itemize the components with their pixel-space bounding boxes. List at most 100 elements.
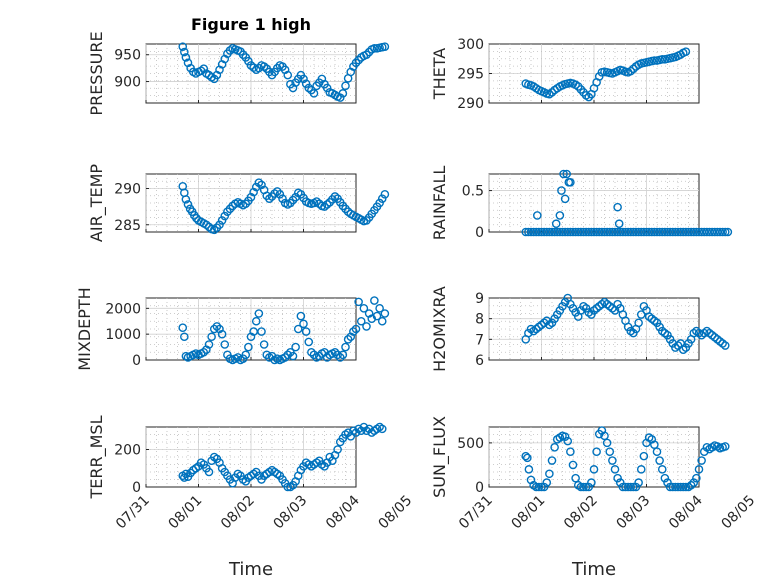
data-point bbox=[351, 58, 361, 68]
data-point bbox=[589, 465, 599, 474]
data-point bbox=[689, 478, 699, 487]
data-point bbox=[246, 61, 256, 70]
data-point bbox=[181, 53, 191, 62]
y-tick-label: 290 bbox=[114, 182, 141, 198]
subplot-3: 285 290 AIR_TEMP bbox=[87, 164, 390, 242]
data-point bbox=[718, 227, 727, 237]
data-point bbox=[592, 447, 601, 457]
data-point bbox=[613, 473, 622, 483]
x-tick-label: 08/03 bbox=[613, 493, 653, 533]
data-point bbox=[322, 200, 332, 209]
data-point bbox=[534, 482, 544, 492]
data-point bbox=[215, 220, 224, 230]
data-point bbox=[657, 465, 667, 474]
figure-title: Figure 1 high bbox=[191, 15, 311, 34]
data-point bbox=[338, 350, 348, 360]
data-point bbox=[257, 180, 266, 190]
y-tick-label: 300 bbox=[457, 37, 484, 53]
subplot-7: 0 200 TERR_MSL 07/31 08/01 08/02 08/03 08/04 08/… bbox=[87, 415, 415, 532]
data-point bbox=[563, 436, 573, 446]
y-tick-label: 8 bbox=[475, 312, 484, 328]
data-point bbox=[555, 211, 565, 220]
data-point bbox=[272, 63, 282, 73]
data-point bbox=[377, 194, 387, 203]
data-point bbox=[636, 465, 646, 474]
data-point bbox=[204, 340, 214, 349]
y-axis-label: AIR_TEMP bbox=[87, 164, 107, 242]
data-point bbox=[380, 42, 390, 51]
data-point bbox=[241, 350, 251, 360]
subplot-1: 900 950 PRESSURE bbox=[87, 31, 390, 116]
data-point bbox=[181, 195, 191, 204]
data-point bbox=[720, 227, 730, 237]
data-point bbox=[322, 83, 332, 93]
data-point bbox=[660, 473, 670, 483]
data-point bbox=[283, 70, 293, 80]
data-point bbox=[629, 482, 638, 492]
data-point bbox=[244, 56, 253, 66]
y-tick-label: 2000 bbox=[105, 301, 141, 317]
data-point bbox=[608, 456, 617, 465]
x-tick-label: 07/31 bbox=[113, 493, 153, 533]
y-axis-label: PRESSURE bbox=[87, 31, 106, 115]
data-point bbox=[626, 482, 636, 492]
subplot-4: 0 0.5 RAINFALL bbox=[430, 166, 733, 241]
data-point bbox=[183, 200, 193, 209]
x-tick-label: 08/02 bbox=[218, 493, 258, 533]
data-point bbox=[217, 329, 227, 339]
data-point bbox=[602, 438, 612, 448]
data-point bbox=[370, 43, 379, 53]
data-point bbox=[362, 322, 371, 331]
data-point bbox=[254, 178, 264, 187]
y-tick-label: 285 bbox=[114, 218, 141, 234]
data-point bbox=[568, 460, 578, 470]
data-point bbox=[249, 187, 258, 197]
data-point bbox=[634, 318, 643, 328]
data-point bbox=[354, 297, 363, 307]
data-point bbox=[370, 296, 379, 305]
data-point bbox=[343, 335, 353, 344]
data-point bbox=[251, 182, 261, 192]
data-point bbox=[288, 351, 298, 361]
data-point bbox=[209, 225, 219, 235]
data-point bbox=[678, 482, 688, 492]
data-point bbox=[320, 202, 329, 211]
data-point bbox=[265, 194, 274, 203]
data-point bbox=[180, 332, 189, 342]
data-point bbox=[301, 327, 311, 336]
data-point bbox=[562, 169, 572, 179]
data-point bbox=[547, 88, 557, 97]
data-point bbox=[180, 47, 189, 57]
data-point bbox=[309, 350, 319, 360]
data-point bbox=[375, 304, 384, 313]
data-point bbox=[547, 456, 557, 465]
y-axis-label: RAINFALL bbox=[430, 166, 449, 241]
data-point bbox=[335, 93, 345, 102]
data-point bbox=[309, 89, 319, 98]
data-point bbox=[362, 50, 371, 60]
x-tick-label: 08/05 bbox=[375, 493, 415, 533]
data-point bbox=[270, 189, 279, 198]
data-point bbox=[299, 319, 308, 329]
data-point bbox=[330, 347, 340, 357]
data-point bbox=[372, 311, 382, 321]
data-point bbox=[631, 482, 641, 492]
y-tick-label: 500 bbox=[457, 436, 484, 452]
subplot-6: 6 7 8 9 H2OMIXRA bbox=[430, 286, 730, 372]
data-point bbox=[249, 63, 258, 72]
data-point bbox=[615, 478, 625, 487]
data-point bbox=[380, 309, 390, 318]
data-point bbox=[694, 465, 704, 474]
y-tick-label: 0 bbox=[132, 353, 141, 369]
data-point bbox=[341, 342, 350, 352]
data-point bbox=[220, 211, 230, 221]
y-tick-label: 0 bbox=[475, 225, 484, 241]
data-point bbox=[178, 323, 188, 333]
data-point bbox=[657, 55, 667, 64]
data-point bbox=[217, 216, 227, 225]
data-point bbox=[202, 220, 211, 230]
subplot-8: 0 500 SUN_FLUX 07/31 08/01 08/02 08/03 08/04 08/… bbox=[430, 416, 758, 532]
x-tick-label: 08/04 bbox=[666, 492, 706, 532]
data-point bbox=[330, 192, 340, 201]
data-point bbox=[692, 473, 701, 483]
